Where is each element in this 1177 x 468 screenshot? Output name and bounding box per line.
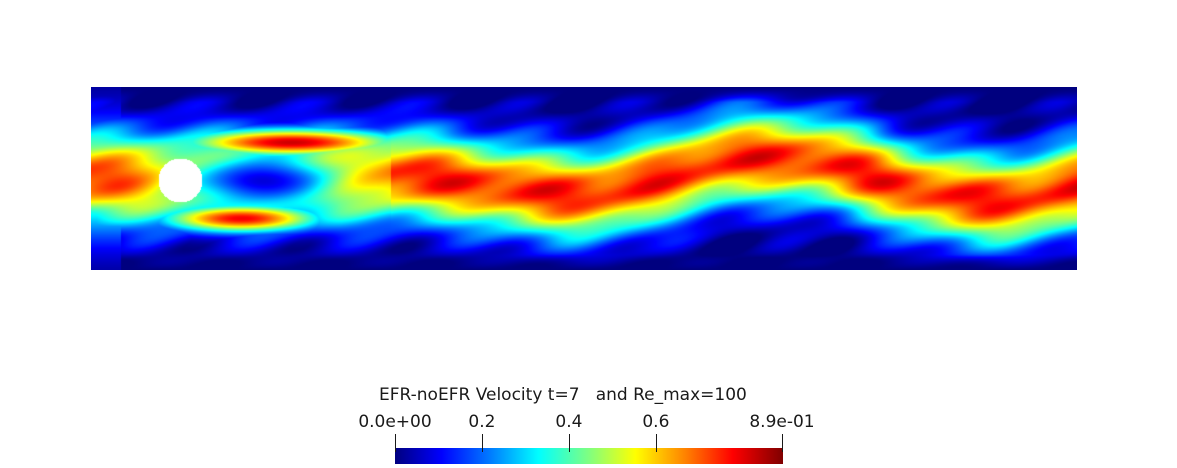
colorbar-tick [568, 434, 570, 452]
colorbar-tick-label: 0.4 [555, 412, 583, 432]
velocity-field-plot [91, 87, 1077, 270]
colorbar-tick-label: 0.0e+00 [358, 412, 432, 432]
colorbar-tick [481, 434, 483, 452]
colorbar-tick [655, 434, 657, 452]
colorbar-tick-label: 0.6 [642, 412, 670, 432]
colorbar [395, 434, 783, 464]
legend-title: EFR-noEFR Velocity t=7 and Re_max=100 [379, 385, 747, 405]
colorbar-tick [782, 434, 783, 452]
colorbar-tick [395, 434, 396, 452]
colorbar-tick-label: 0.2 [468, 412, 496, 432]
colorbar-gradient [395, 448, 783, 464]
colorbar-tick-label: 8.9e-01 [749, 412, 815, 432]
